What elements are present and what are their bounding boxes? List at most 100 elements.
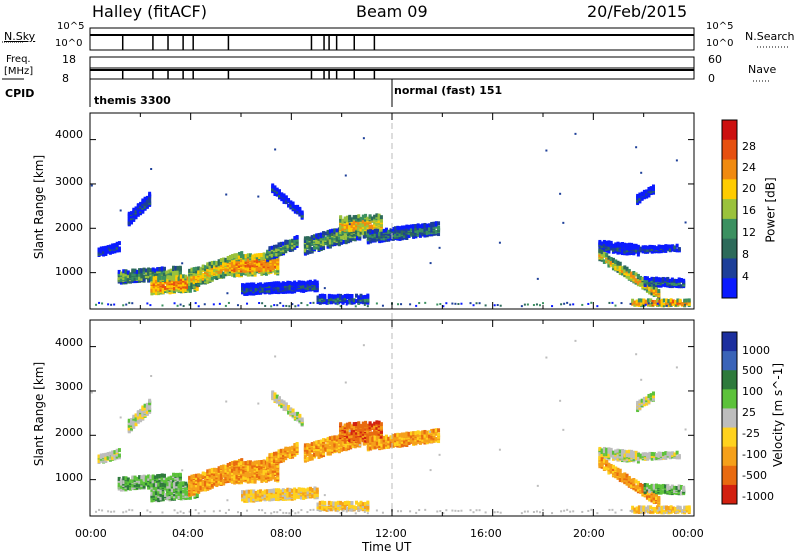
power-cell [380,231,384,236]
power-cell [148,197,152,202]
power-cell [153,268,157,273]
power-cell [662,298,666,303]
power-cell [270,305,273,308]
power-cell [409,303,412,306]
velocity-cell [150,494,154,499]
power-cell [163,276,167,281]
velocity-cell [136,419,140,424]
power-cell [275,192,279,197]
velocity-cell [144,477,148,482]
velocity-cell [293,446,297,451]
power-cell [131,268,135,273]
power-cell [182,274,186,279]
velocity-cell [126,485,130,490]
power-cell [352,227,356,232]
velocity-cell [204,484,208,489]
power-cell [345,225,349,230]
power-cell [630,242,634,247]
power-cell [210,271,214,276]
power-cell [345,303,348,306]
power-cell [343,296,347,301]
cb2-tick-m25: -25 [742,427,760,440]
power-cell [657,277,661,282]
power-cell [227,301,230,304]
power-cell [154,275,158,280]
power-cell [389,228,393,233]
power-cell [219,265,223,270]
power-cell [375,213,379,218]
power-cell [350,223,354,228]
power-cell [308,236,312,241]
power-cell [127,216,131,221]
velocity-cell [170,490,174,495]
power-cell [614,249,618,254]
velocity-cell [245,498,249,503]
power-cell [683,298,687,303]
velocity-cell [252,489,256,494]
power-cell [179,287,183,292]
power-cell [369,239,373,244]
power-cell [328,238,332,243]
velocity-cell [295,488,299,493]
power-cell [286,246,290,251]
velocity-cell [104,454,108,459]
power-cell [230,254,234,259]
velocity-cell [188,495,192,500]
power-cell [650,302,653,305]
power-cell [306,249,310,254]
cb1-tick-24: 24 [742,161,756,174]
power-cell [244,254,248,259]
power-cell [469,302,472,305]
power-cell [324,236,328,241]
power-cell [644,299,648,304]
power-cell [235,267,239,272]
power-cell [204,265,208,270]
velocity-cell [106,455,110,460]
velocity-cell [139,414,143,419]
power-cell [264,270,268,275]
velocity-cell [302,491,306,496]
power-cell [119,271,123,276]
power-cell [161,289,165,294]
velocity-cell [111,450,115,455]
velocity-cell [284,488,288,493]
power-cell [526,303,529,306]
power-cell [136,203,140,208]
power-cell [244,266,248,271]
power-cell [126,276,130,281]
velocity-cell [308,486,312,491]
power-cell [197,305,200,308]
power-cell [288,244,292,249]
velocity-cell [168,482,172,487]
cpid-mode-1: themis 3300 [94,94,171,107]
power-cell [119,209,122,212]
power-cell [182,281,186,286]
power-cell [277,242,281,247]
power-cell [157,275,161,280]
velocity-cell [184,493,188,498]
power-cell [122,273,126,278]
power-cell [400,236,404,241]
power-cell [277,189,281,194]
power-cell [670,277,674,282]
velocity-cell [333,443,337,448]
power-cell [396,225,400,230]
velocity-cell [277,449,281,454]
power-cell [657,289,661,294]
power-cell [605,252,609,257]
power-cell [126,274,130,279]
power-cell [150,280,154,285]
power-cell [188,268,192,273]
velocity-cell [122,480,126,485]
velocity-cell [263,489,267,494]
velocity-cell [152,483,156,488]
velocity-cell [208,468,212,473]
power-cell [174,265,178,270]
velocity-cell [154,486,158,491]
velocity-cell [134,413,138,418]
power-cell [684,221,687,224]
velocity-cell [197,473,201,478]
velocity-cell [284,456,288,461]
power-cell [98,301,101,304]
power-cell [664,244,668,249]
